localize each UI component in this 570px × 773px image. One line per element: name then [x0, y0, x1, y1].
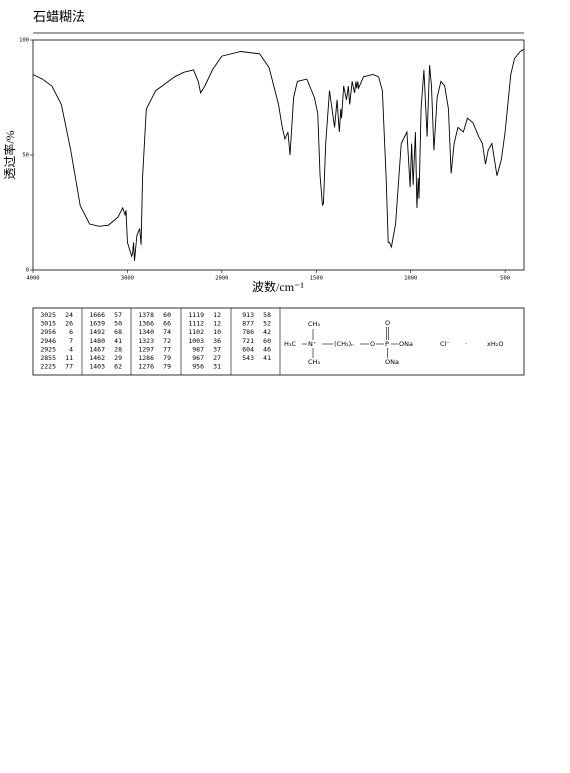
- formula-text: O: [370, 340, 375, 348]
- peak-transmittance: 26: [65, 320, 73, 328]
- formula-text: (CH₂)ₙ: [334, 340, 354, 348]
- peak-transmittance: 79: [163, 354, 171, 362]
- peak-transmittance: 37: [213, 345, 221, 353]
- formula-text: H₃C: [284, 340, 296, 348]
- peak-wavenumber: 1340: [138, 328, 154, 336]
- peak-transmittance: 57: [114, 311, 122, 319]
- peak-transmittance: 50: [114, 320, 122, 328]
- peak-transmittance: 74: [163, 328, 171, 336]
- peak-transmittance: 24: [65, 311, 73, 319]
- peak-wavenumber: 913: [242, 311, 254, 319]
- peak-wavenumber: 1480: [89, 337, 105, 345]
- peak-wavenumber: 1492: [89, 328, 105, 336]
- peak-wavenumber: 1462: [89, 354, 105, 362]
- peak-wavenumber: 1467: [89, 345, 105, 353]
- x-tick-label: 1000: [404, 276, 417, 282]
- peak-transmittance: 29: [114, 354, 122, 362]
- peak-wavenumber: 877: [242, 320, 254, 328]
- peak-wavenumber: 1366: [138, 320, 154, 328]
- peak-transmittance: 42: [263, 328, 271, 336]
- peak-transmittance: 72: [163, 337, 171, 345]
- x-tick-label: 500: [500, 276, 510, 282]
- peak-wavenumber: 2225: [40, 363, 56, 371]
- peak-transmittance: 60: [263, 337, 271, 345]
- peak-wavenumber: 2855: [40, 354, 56, 362]
- peak-transmittance: 28: [114, 345, 122, 353]
- peak-wavenumber: 1286: [138, 354, 154, 362]
- peak-wavenumber: 1403: [89, 363, 105, 371]
- peak-wavenumber: 956: [192, 363, 204, 371]
- peak-wavenumber: 721: [242, 337, 254, 345]
- peak-wavenumber: 3025: [40, 311, 56, 319]
- peak-transmittance: 7: [69, 337, 73, 345]
- peak-wavenumber: 1112: [188, 320, 204, 328]
- peak-transmittance: 41: [263, 354, 271, 362]
- x-tick-label: 4000: [26, 276, 39, 282]
- peak-wavenumber: 2925: [40, 345, 56, 353]
- peak-wavenumber: 987: [192, 345, 204, 353]
- peak-wavenumber: 1119: [188, 311, 204, 319]
- peak-transmittance: 10: [213, 328, 221, 336]
- formula-bonds: [302, 327, 398, 358]
- peak-transmittance: 27: [213, 354, 221, 362]
- peak-transmittance: 31: [213, 363, 221, 371]
- peak-transmittance: 66: [163, 320, 171, 328]
- peak-transmittance: 77: [163, 345, 171, 353]
- peak-wavenumber: 1276: [138, 363, 154, 371]
- page-title: 石蜡糊法: [33, 9, 85, 24]
- table-frame: [32, 307, 525, 376]
- peak-wavenumber: 1102: [188, 328, 204, 336]
- x-axis-label: 波数/cm⁻¹: [252, 279, 304, 294]
- peak-wavenumber: 967: [192, 354, 204, 362]
- peak-transmittance: 60: [163, 311, 171, 319]
- formula-text: xH₂O: [487, 340, 503, 348]
- y-tick-label: 0: [26, 268, 29, 274]
- peak-transmittance: 12: [213, 311, 221, 319]
- peak-transmittance: 36: [213, 337, 221, 345]
- peak-transmittance: 62: [114, 363, 122, 371]
- x-tick-label: 3000: [121, 276, 134, 282]
- peak-transmittance: 77: [65, 363, 73, 371]
- peak-transmittance: 11: [65, 354, 73, 362]
- y-tick-label: 50: [22, 153, 29, 159]
- formula-text: O: [385, 319, 390, 327]
- formula-text: ONa: [385, 358, 399, 366]
- peak-transmittance: 6: [69, 328, 73, 336]
- formula-text: P: [385, 340, 389, 348]
- formula-text: N⁺: [308, 340, 316, 348]
- peak-wavenumber: 2956: [40, 328, 56, 336]
- peak-transmittance: 4: [69, 345, 73, 353]
- formula-text: ONa: [399, 340, 413, 348]
- peak-transmittance: 46: [263, 345, 271, 353]
- peak-wavenumber: 3015: [40, 320, 56, 328]
- formula-text: CH₃: [308, 358, 320, 366]
- formula-text: ·: [465, 340, 467, 348]
- peak-transmittance: 79: [163, 363, 171, 371]
- formula-text: CH₃: [308, 320, 320, 328]
- x-tick-label: 2000: [215, 276, 228, 282]
- peak-wavenumber: 1378: [138, 311, 154, 319]
- peak-wavenumber: 543: [242, 354, 254, 362]
- peak-transmittance: 68: [114, 328, 122, 336]
- peak-wavenumber: 604: [242, 345, 254, 353]
- peak-wavenumber: 2946: [40, 337, 56, 345]
- formula-text: Cl⁻: [440, 340, 450, 348]
- peak-transmittance: 52: [263, 320, 271, 328]
- peak-wavenumber: 1003: [188, 337, 204, 345]
- x-tick-label: 1500: [310, 276, 323, 282]
- peak-transmittance: 58: [263, 311, 271, 319]
- peak-wavenumber: 1639: [89, 320, 105, 328]
- spectrum-line: [32, 48, 525, 261]
- y-tick-label: 100: [19, 38, 29, 44]
- peak-transmittance: 41: [114, 337, 122, 345]
- peak-wavenumber: 1666: [89, 311, 105, 319]
- peak-transmittance: 12: [213, 320, 221, 328]
- peak-wavenumber: 1323: [138, 337, 154, 345]
- peak-wavenumber: 786: [242, 328, 254, 336]
- y-axis-label: 透过率/%: [2, 130, 17, 179]
- peak-wavenumber: 1297: [138, 345, 154, 353]
